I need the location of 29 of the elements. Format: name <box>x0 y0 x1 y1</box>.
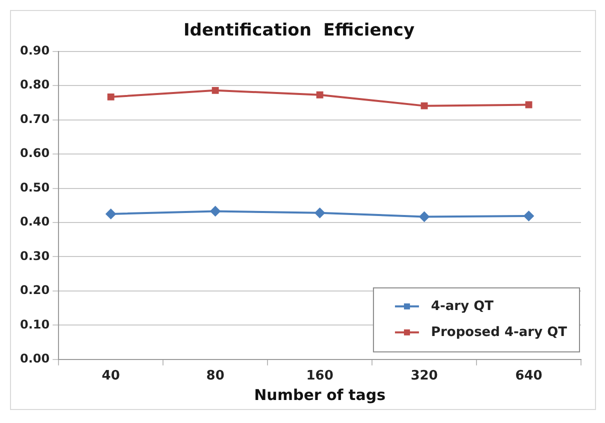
y-tick-label: 0.40 <box>20 214 50 229</box>
x-tick-label: 40 <box>102 368 120 384</box>
legend-label: 4-ary QT <box>430 298 494 314</box>
point <box>419 212 430 222</box>
x-tick-label: 160 <box>306 368 334 384</box>
x-axis-title: Number of tags <box>254 386 386 404</box>
point <box>525 101 532 108</box>
legend-label: Proposed 4-ary QT <box>430 324 568 340</box>
point <box>107 93 114 100</box>
x-tick-label: 80 <box>206 368 224 384</box>
y-tick-label: 0.60 <box>20 146 50 160</box>
x-tick-label: 640 <box>515 368 542 384</box>
point <box>106 208 116 219</box>
y-tick-label: 0.90 <box>20 44 50 58</box>
point <box>420 102 428 110</box>
y-tick-label: 0.70 <box>20 112 50 126</box>
y-tick-label: 0.50 <box>20 180 50 194</box>
y-tick-label: 0.00 <box>20 352 50 366</box>
point <box>316 91 324 98</box>
y-tick-label: 0.30 <box>20 248 50 263</box>
point <box>212 86 219 94</box>
point <box>210 206 220 216</box>
y-tick-label: 0.10 <box>20 317 50 332</box>
y-tick-label: 0.80 <box>20 78 50 92</box>
x-tick-label: 320 <box>410 368 438 384</box>
point <box>314 208 325 218</box>
point <box>524 211 534 222</box>
chart-title: Identification Efficiency <box>183 20 415 41</box>
y-tick-label: 0.20 <box>20 283 50 298</box>
